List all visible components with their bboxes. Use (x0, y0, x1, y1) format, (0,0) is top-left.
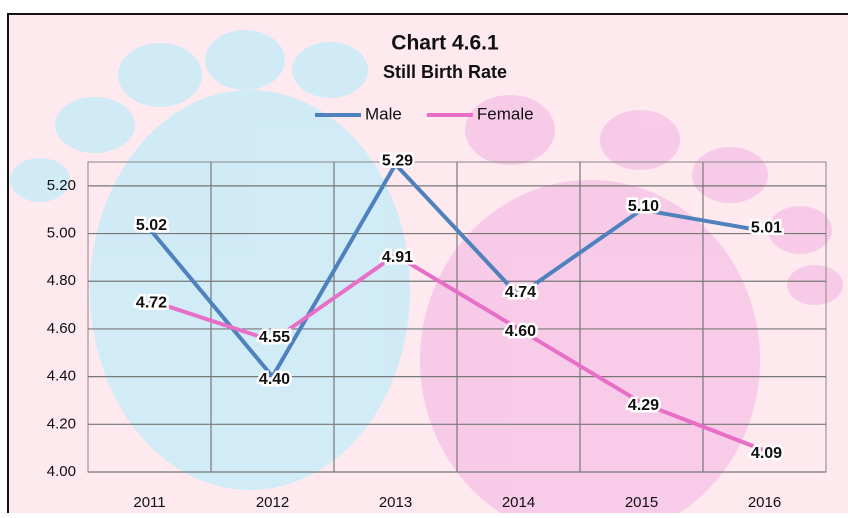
x-tick-label: 2014 (502, 494, 535, 511)
x-tick-label: 2011 (133, 494, 165, 511)
y-tick-label: 4.80 (47, 272, 76, 289)
data-label: 4.29 (628, 397, 659, 414)
y-tick-label: 4.40 (47, 368, 76, 385)
y-tick-label: 4.20 (47, 415, 76, 432)
chart-subtitle: Still Birth Rate (383, 62, 507, 82)
data-label: 5.02 (136, 217, 167, 234)
y-tick-label: 4.00 (47, 463, 76, 480)
chart-title: Chart 4.6.1 (391, 32, 499, 55)
data-label: 5.10 (628, 198, 659, 215)
data-label: 4.91 (382, 249, 413, 266)
data-label: 4.60 (505, 323, 536, 340)
chart: Chart 4.6.1 Still Birth Rate MaleFemale … (0, 0, 848, 513)
data-label: 5.29 (382, 153, 413, 170)
data-label: 4.55 (259, 329, 290, 346)
data-label: 4.72 (136, 295, 167, 312)
legend-label: Female (477, 104, 534, 123)
data-label: 4.74 (505, 284, 536, 301)
y-tick-label: 5.00 (47, 225, 76, 242)
x-tick-label: 2016 (748, 494, 781, 511)
data-label: 4.40 (259, 371, 290, 388)
y-tick-label: 5.20 (47, 177, 76, 194)
x-tick-label: 2013 (379, 494, 412, 511)
x-tick-label: 2015 (625, 494, 658, 511)
data-label: 4.09 (751, 445, 782, 462)
data-label: 5.01 (751, 219, 782, 236)
y-tick-label: 4.60 (47, 320, 76, 337)
x-tick-label: 2012 (256, 494, 289, 511)
legend-label: Male (365, 104, 402, 123)
